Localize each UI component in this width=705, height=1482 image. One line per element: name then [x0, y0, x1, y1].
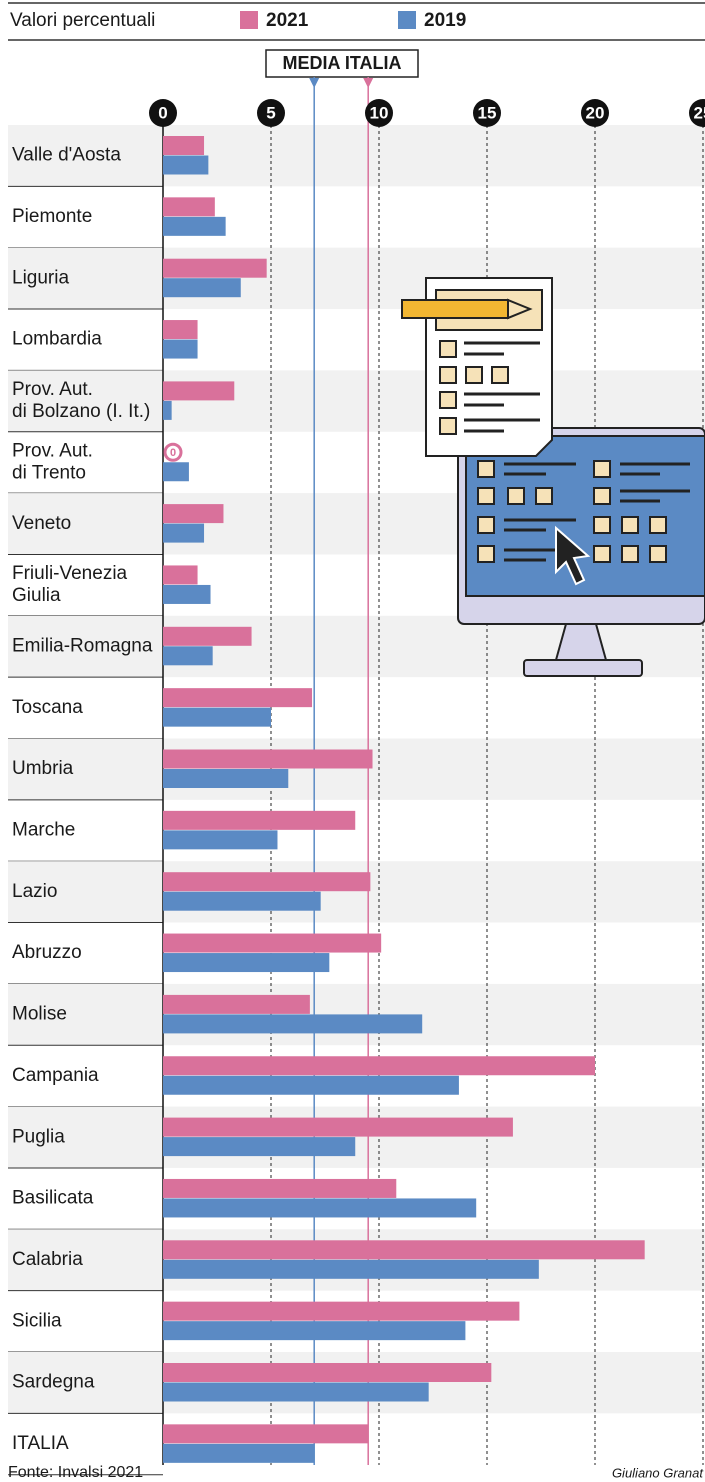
bar: [163, 872, 370, 891]
annotation: MEDIA ITALIA: [283, 53, 402, 73]
bar: [163, 156, 208, 175]
chart-title: Valori percentuali: [10, 10, 155, 31]
category-label: Emilia-Romagna: [12, 635, 153, 656]
category-label: Sardegna: [12, 1372, 95, 1393]
category-label: Lazio: [12, 881, 57, 902]
category-label: Liguria: [12, 267, 69, 288]
bar: [163, 1321, 465, 1340]
source: Fonte: Invalsi 2021: [8, 1464, 143, 1481]
bar: [163, 1014, 422, 1033]
category-label: Basilicata: [12, 1188, 94, 1209]
category-label: Puglia: [12, 1126, 65, 1147]
category-label: Marche: [12, 820, 75, 841]
bar: [163, 1137, 355, 1156]
bar: [163, 1302, 519, 1321]
bar: [163, 565, 198, 584]
bar: [163, 585, 211, 604]
category-label: Calabria: [12, 1249, 83, 1270]
bar: [163, 278, 241, 297]
bar: [163, 1383, 429, 1402]
bar: [163, 320, 198, 339]
category-label: Abruzzo: [12, 942, 82, 963]
category-label: Lombardia: [12, 329, 102, 350]
bar: [163, 1179, 396, 1198]
category-label: Umbria: [12, 758, 74, 779]
category-label: Valle d'Aosta: [12, 145, 121, 166]
category-label: ITALIA: [12, 1433, 69, 1454]
bar: [163, 1198, 476, 1217]
category-label: Piemonte: [12, 206, 92, 227]
bar: [163, 401, 172, 420]
category-label: Veneto: [12, 513, 71, 534]
category-label: Sicilia: [12, 1310, 62, 1331]
bar: [163, 524, 204, 543]
legend: 2021 2019: [240, 10, 466, 31]
value-label: 0: [170, 447, 176, 459]
bar: [163, 934, 381, 953]
x-tick-label: 20: [586, 103, 605, 122]
x-tick-label: 10: [370, 103, 389, 122]
row-band: [8, 739, 705, 800]
row-band: [8, 861, 705, 922]
bar: [163, 953, 329, 972]
average-marker: [363, 78, 373, 88]
chart: Valori percentuali 2021 2019 MEDIA ITALIA…: [0, 0, 705, 1482]
x-tick-label: 5: [266, 103, 275, 122]
row-band: [8, 1107, 705, 1168]
category-label: Campania: [12, 1065, 99, 1086]
average-marker: [309, 78, 319, 88]
bar: [163, 504, 223, 523]
x-tick-label: 25: [694, 103, 705, 122]
bar: [163, 995, 310, 1014]
bar: [163, 1444, 314, 1463]
category-label: Molise: [12, 1004, 67, 1025]
bar: [163, 750, 373, 769]
legend-label: 2021: [266, 10, 309, 31]
bar: [163, 708, 271, 727]
bar: [163, 381, 234, 400]
bar: [163, 1056, 595, 1075]
category-label: Prov. Aut.di Trento: [12, 440, 93, 483]
bar: [163, 1240, 645, 1259]
x-axis: 0 5 10 15 20 25: [149, 99, 705, 127]
bar: [163, 217, 226, 236]
category-label: Toscana: [12, 697, 83, 718]
x-tick-label: 15: [478, 103, 497, 122]
bar: [163, 811, 355, 830]
bar: [163, 259, 267, 278]
credit: Giuliano Granat: [612, 1465, 704, 1480]
bar: [163, 627, 252, 646]
bar: [163, 688, 312, 707]
bar: [163, 340, 198, 359]
bar: [163, 1076, 459, 1095]
bar: [163, 1260, 539, 1279]
bar: [163, 462, 189, 481]
row-band: [8, 248, 705, 309]
bar: [163, 1424, 368, 1443]
bar: [163, 197, 215, 216]
bar: [163, 1363, 491, 1382]
bar: [163, 830, 277, 849]
bar: [163, 136, 204, 155]
legend-swatch: [240, 11, 258, 29]
bar: [163, 892, 321, 911]
bar: [163, 1118, 513, 1137]
bar: [163, 769, 288, 788]
bar: [163, 646, 213, 665]
legend-swatch: [398, 11, 416, 29]
legend-label: 2019: [424, 10, 466, 31]
x-tick-label: 0: [158, 103, 167, 122]
